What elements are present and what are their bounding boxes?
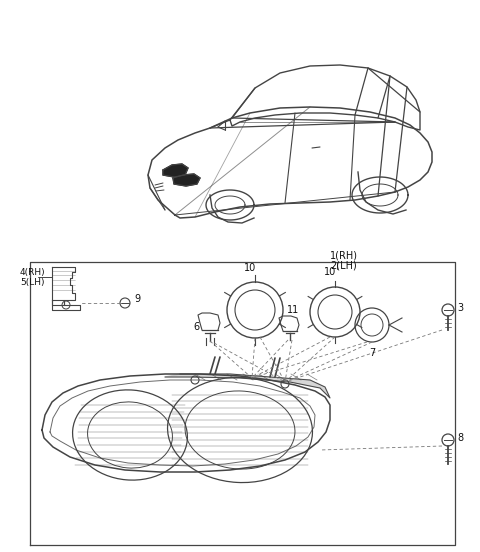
Text: 5(LH): 5(LH) [20, 278, 45, 286]
Text: 2(LH): 2(LH) [330, 261, 357, 271]
Text: 7: 7 [369, 348, 375, 358]
Polygon shape [165, 374, 330, 398]
Text: 8: 8 [457, 433, 463, 443]
Text: 4(RH): 4(RH) [20, 268, 46, 278]
Text: 6: 6 [193, 322, 199, 332]
Text: 9: 9 [134, 294, 140, 304]
Text: 10: 10 [244, 263, 256, 273]
Polygon shape [163, 164, 188, 177]
Text: 11: 11 [287, 305, 299, 315]
Polygon shape [173, 174, 200, 186]
Text: 10: 10 [324, 267, 336, 277]
Text: 3: 3 [457, 303, 463, 313]
Text: 1(RH): 1(RH) [330, 251, 358, 261]
